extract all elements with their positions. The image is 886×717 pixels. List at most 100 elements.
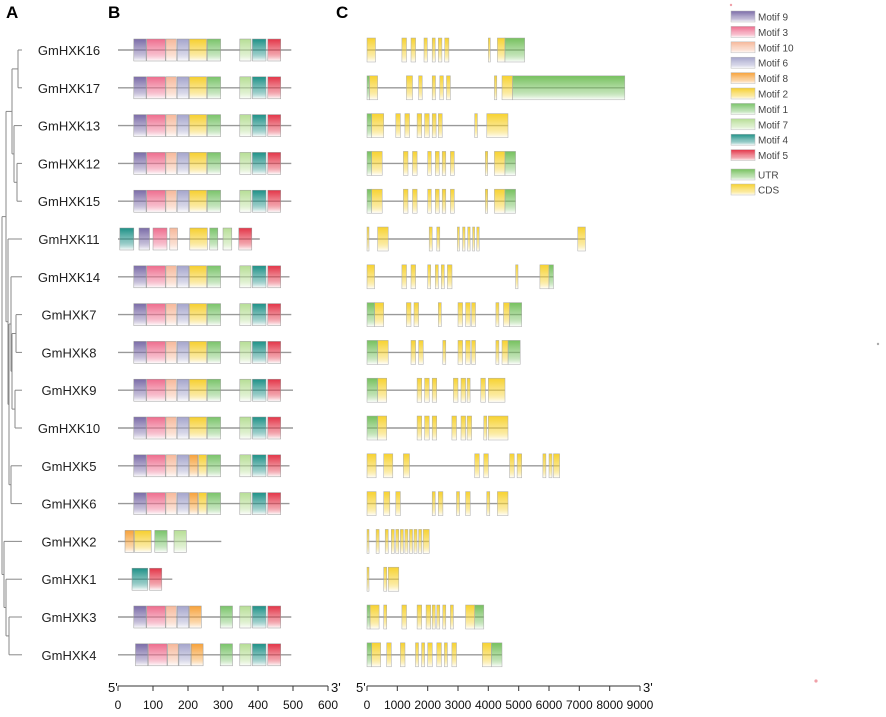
utr-region: [509, 302, 522, 327]
legend-swatch-motif-4: [730, 133, 756, 146]
motif-10-box: [165, 38, 177, 62]
cds-exon: [447, 264, 453, 290]
motif-1-box: [207, 265, 221, 289]
motif-5-box: [267, 303, 281, 326]
motif-9-box: [133, 152, 147, 175]
motif-6-box: [176, 416, 189, 440]
cds-exon: [415, 642, 419, 668]
gene-label-gmhxk9: GmHXK9: [42, 383, 97, 398]
cds-exon: [400, 642, 406, 668]
motif-7-box: [239, 189, 252, 213]
motif-10-box: [165, 341, 177, 364]
cds-exon: [503, 302, 510, 327]
motif-6-box: [176, 454, 189, 478]
utr-region: [366, 604, 371, 630]
cds-exon: [401, 37, 407, 63]
cds-exon: [404, 113, 410, 138]
utr-region: [366, 340, 378, 365]
cds-exon: [483, 453, 489, 479]
motif-9-box: [133, 38, 147, 62]
stray-dot-marker: [814, 679, 818, 683]
motif-3-box: [146, 454, 166, 478]
cds-exon: [553, 453, 560, 479]
cds-exon: [413, 529, 418, 554]
cds-exon: [366, 566, 370, 592]
motif-9-box: [133, 341, 147, 364]
cds-exon: [366, 491, 377, 516]
legend-swatch-motif-2: [730, 87, 756, 100]
motif-3-box: [148, 643, 168, 667]
cds-exon: [401, 264, 407, 290]
motif-9-box: [133, 416, 147, 440]
utr-region: [548, 264, 554, 290]
gene-label-gmhxk17: GmHXK17: [38, 81, 100, 96]
motif-4-box: [252, 605, 267, 629]
motif-6-box: [178, 643, 191, 667]
cds-exon: [416, 604, 422, 630]
utr-region: [512, 75, 626, 101]
cds-exon: [409, 529, 413, 554]
motif-7-box: [239, 152, 252, 175]
motif-7-box: [173, 530, 187, 553]
motif-axis: 5' 3' 0 100 200 300 400 500 600: [108, 680, 341, 712]
motif-6-box: [176, 76, 189, 100]
cds-exon: [406, 75, 413, 101]
motif-9-box: [133, 303, 147, 326]
cds-exon: [425, 604, 431, 630]
cds-exon: [457, 226, 460, 252]
cds-exon: [401, 604, 407, 630]
cds-exon: [446, 75, 451, 101]
phylogenetic-tree: [1, 49, 22, 656]
cds-exon: [418, 340, 424, 365]
legend-label-motif-1: Motif 1: [758, 105, 788, 116]
cds-exon: [485, 188, 488, 214]
motif-6-box: [176, 114, 189, 137]
structure-legend: UTR CDS: [730, 168, 779, 197]
gene-axis-tick-label: 3000: [445, 698, 472, 712]
motif-axis-end-label: 3': [331, 680, 341, 695]
utr-region: [491, 642, 503, 668]
motif-2-box: [189, 303, 207, 326]
motif-axis-tick-label: 100: [143, 698, 163, 712]
cds-exon: [427, 188, 432, 214]
cds-exon: [403, 453, 410, 479]
motif-3-box: [146, 416, 166, 440]
cds-exon: [384, 529, 389, 554]
gene-label-gmhxk8: GmHXK8: [42, 345, 97, 360]
motif-1-box: [207, 114, 221, 137]
motif-4-box: [252, 454, 267, 478]
cds-exon: [383, 453, 394, 479]
motif-10-box: [165, 303, 177, 326]
motif-2-box: [134, 530, 152, 553]
motif-3-box: [146, 605, 166, 629]
cds-exon: [438, 491, 444, 516]
cds-exon: [416, 377, 422, 403]
cds-exon: [497, 37, 506, 63]
cds-exon: [495, 302, 500, 327]
cds-exon: [424, 415, 430, 441]
gene-label-gmhxk15: GmHXK15: [38, 194, 100, 209]
cds-exon: [431, 75, 436, 101]
cds-exon: [482, 642, 492, 668]
cds-exon: [424, 113, 430, 138]
panel-label-b: B: [108, 3, 120, 22]
legend-swatch-motif-7: [730, 118, 756, 131]
cds-exon: [453, 377, 459, 403]
motif-7-box: [239, 492, 252, 515]
cds-exon: [488, 377, 506, 403]
motif-6-box: [176, 341, 189, 364]
legend-swatch-motif-9: [730, 10, 756, 23]
cds-exon: [471, 302, 476, 327]
legend-swatch-motif-8: [730, 72, 756, 84]
cds-exon: [371, 188, 383, 214]
motif-2-box: [189, 341, 207, 364]
cds-exon: [436, 226, 441, 252]
cds-exon: [383, 604, 387, 630]
cds-exon: [460, 377, 466, 403]
motif-10-box: [165, 492, 177, 515]
motif-3-box: [146, 38, 166, 62]
motif-2-box: [189, 265, 207, 289]
cds-exon: [451, 415, 457, 441]
cds-exon: [450, 604, 454, 630]
motif-4-box: [252, 38, 267, 62]
